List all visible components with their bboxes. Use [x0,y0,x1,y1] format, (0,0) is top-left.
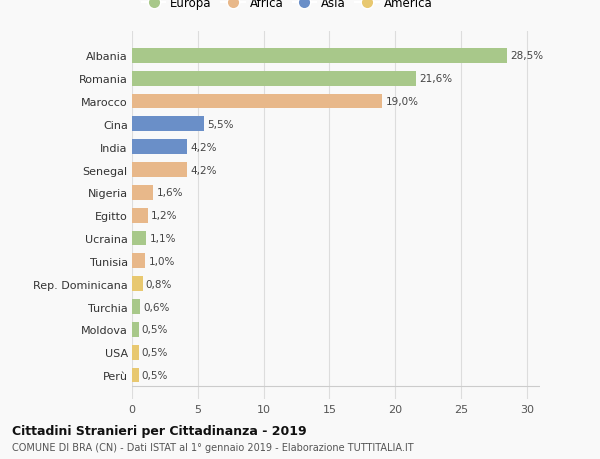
Text: Cittadini Stranieri per Cittadinanza - 2019: Cittadini Stranieri per Cittadinanza - 2… [12,425,307,437]
Bar [132,254,145,269]
Bar [132,163,187,178]
Legend: Europa, Africa, Asia, America: Europa, Africa, Asia, America [138,0,436,14]
Bar [132,299,140,314]
Bar [132,185,153,200]
Bar [132,231,146,246]
Bar [132,140,187,155]
Text: 0,5%: 0,5% [142,370,168,380]
Text: 4,2%: 4,2% [191,142,217,152]
Text: 19,0%: 19,0% [385,97,418,107]
Bar [132,322,139,337]
Bar [132,277,143,291]
Text: 21,6%: 21,6% [419,74,452,84]
Bar [132,49,507,64]
Text: 5,5%: 5,5% [208,120,234,129]
Text: 0,6%: 0,6% [143,302,170,312]
Text: 0,8%: 0,8% [146,279,172,289]
Text: 1,6%: 1,6% [157,188,183,198]
Text: 4,2%: 4,2% [191,165,217,175]
Bar [132,345,139,360]
Text: 1,1%: 1,1% [150,234,176,244]
Bar [132,117,205,132]
Bar [132,95,382,109]
Bar [132,72,416,86]
Text: 0,5%: 0,5% [142,347,168,358]
Bar [132,208,148,223]
Text: COMUNE DI BRA (CN) - Dati ISTAT al 1° gennaio 2019 - Elaborazione TUTTITALIA.IT: COMUNE DI BRA (CN) - Dati ISTAT al 1° ge… [12,442,413,452]
Text: 1,0%: 1,0% [148,256,175,266]
Text: 28,5%: 28,5% [511,51,544,61]
Bar [132,368,139,383]
Text: 0,5%: 0,5% [142,325,168,335]
Text: 1,2%: 1,2% [151,211,178,221]
